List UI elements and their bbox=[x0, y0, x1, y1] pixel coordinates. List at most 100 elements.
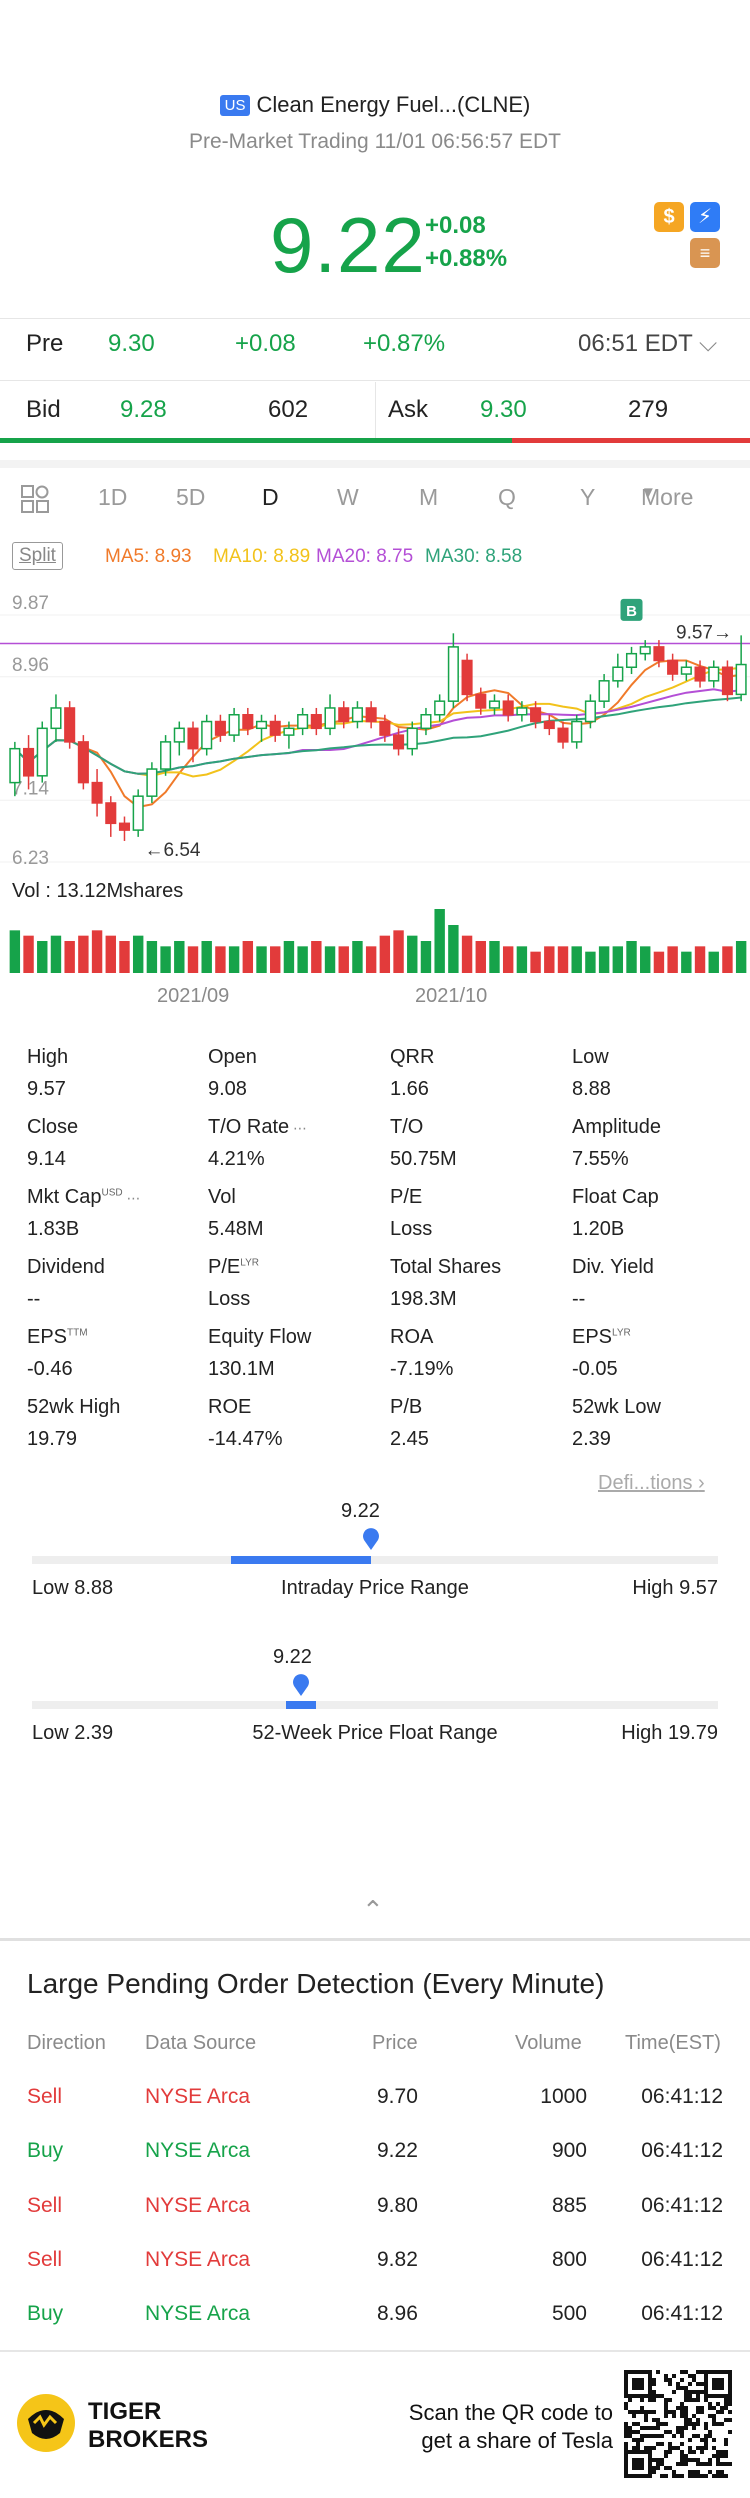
info-more-icon[interactable]: ⋯ bbox=[289, 1120, 308, 1136]
candlestick-chart[interactable]: 9.87 8.96 7.14 6.23 ←6.54 9.57→ B bbox=[0, 590, 750, 990]
stat-superscript: TTM bbox=[67, 1327, 88, 1339]
candle-body bbox=[50, 707, 62, 730]
volume-bar bbox=[174, 941, 185, 973]
qr-module bbox=[716, 2378, 720, 2382]
stat-value: -0.46 bbox=[27, 1358, 73, 1380]
qr-module bbox=[636, 2446, 640, 2450]
qr-module bbox=[636, 2474, 640, 2478]
qr-module bbox=[656, 2422, 660, 2426]
stat-value: 50.75M bbox=[390, 1148, 457, 1170]
pre-time[interactable]: 06:51 EDT ⌵ bbox=[578, 330, 718, 357]
qr-module bbox=[720, 2410, 724, 2414]
lightning-icon[interactable]: ⚡ bbox=[690, 202, 720, 232]
tab-q[interactable]: Q bbox=[498, 484, 516, 510]
qr-module bbox=[688, 2470, 692, 2474]
qr-module bbox=[712, 2378, 716, 2382]
volume-bar bbox=[324, 946, 336, 973]
qr-module bbox=[716, 2386, 720, 2390]
divider bbox=[0, 1938, 750, 1941]
tab-m[interactable]: M bbox=[419, 484, 439, 510]
qr-module bbox=[728, 2410, 732, 2414]
definitions-link[interactable]: Defi...tions › bbox=[598, 1472, 705, 1494]
qr-code[interactable] bbox=[624, 2370, 732, 2478]
volume-bar bbox=[667, 946, 678, 973]
qr-module bbox=[632, 2474, 636, 2478]
order-time: 06:41:12 bbox=[641, 2085, 723, 2108]
collapse-chevron-icon[interactable]: ⌃ bbox=[362, 1895, 384, 1925]
stat-label: Total Shares bbox=[390, 1256, 502, 1278]
volume-bar bbox=[420, 941, 432, 973]
volume-bar bbox=[50, 935, 62, 973]
qr-module bbox=[652, 2394, 656, 2398]
qr-module bbox=[648, 2374, 652, 2378]
stat-label: Vol bbox=[208, 1186, 236, 1208]
qr-module bbox=[720, 2450, 724, 2454]
volume-bar bbox=[283, 941, 295, 973]
order-time: 06:41:12 bbox=[641, 2194, 723, 2217]
volume-bar bbox=[694, 946, 706, 973]
candle-body bbox=[557, 727, 569, 743]
volume-bar bbox=[735, 941, 747, 973]
qr-module bbox=[688, 2458, 692, 2462]
qr-module bbox=[692, 2390, 696, 2394]
qr-module bbox=[704, 2374, 708, 2378]
stat-value: Loss bbox=[208, 1288, 251, 1310]
stat-value: 2.39 bbox=[572, 1428, 611, 1450]
qr-module bbox=[624, 2402, 628, 2406]
period-tabs: 1D 5D D W M Q Y More ▼ bbox=[0, 484, 750, 518]
qr-module bbox=[688, 2398, 692, 2402]
volume-bar bbox=[681, 951, 692, 973]
split-button[interactable]: Split bbox=[12, 542, 63, 570]
price-change: +0.08 bbox=[425, 212, 486, 239]
stat-label: ROA bbox=[390, 1326, 434, 1348]
qr-module bbox=[652, 2446, 656, 2450]
qr-module bbox=[712, 2438, 716, 2442]
qr-module bbox=[700, 2462, 704, 2466]
qr-module bbox=[632, 2462, 636, 2466]
tab-d[interactable]: D bbox=[262, 484, 279, 510]
stat-value: 7.55% bbox=[572, 1148, 629, 1170]
qr-module bbox=[636, 2466, 640, 2470]
qr-module bbox=[688, 2382, 692, 2386]
qr-module bbox=[628, 2370, 632, 2374]
qr-module bbox=[664, 2454, 668, 2458]
qr-module bbox=[636, 2462, 640, 2466]
qr-module bbox=[692, 2450, 696, 2454]
qr-module bbox=[712, 2454, 716, 2458]
qr-module bbox=[720, 2474, 724, 2478]
qr-module bbox=[640, 2410, 644, 2414]
volume-bar bbox=[585, 951, 596, 973]
volume-bar bbox=[215, 946, 226, 973]
tab-y[interactable]: Y bbox=[580, 484, 596, 510]
qr-module bbox=[680, 2406, 684, 2410]
qr-module bbox=[696, 2474, 700, 2478]
qr-module bbox=[696, 2394, 700, 2398]
info-more-icon[interactable]: ⋯ bbox=[122, 1190, 141, 1206]
volume-bar bbox=[571, 946, 582, 973]
tab-w[interactable]: W bbox=[337, 484, 359, 510]
dollar-icon[interactable]: $ bbox=[654, 202, 684, 232]
qr-module bbox=[688, 2446, 692, 2450]
candle-body bbox=[639, 646, 651, 655]
ma-line bbox=[14, 659, 742, 809]
stat-value: -- bbox=[572, 1288, 586, 1310]
qr-module bbox=[624, 2394, 628, 2398]
qr-module bbox=[640, 2434, 644, 2438]
candle-body bbox=[242, 714, 254, 730]
qr-module bbox=[700, 2382, 704, 2386]
qr-module bbox=[648, 2462, 652, 2466]
stat-label: Low bbox=[572, 1046, 609, 1068]
qr-module bbox=[680, 2434, 684, 2438]
qr-module bbox=[640, 2386, 644, 2390]
stack-icon[interactable]: ≡ bbox=[690, 238, 720, 268]
order-volume: 1000 bbox=[540, 2085, 587, 2108]
tab-1d[interactable]: 1D bbox=[98, 484, 128, 510]
stat-label: Amplitude bbox=[572, 1116, 661, 1138]
qr-module bbox=[664, 2474, 668, 2478]
volume-bar bbox=[105, 935, 116, 973]
qr-module bbox=[696, 2390, 700, 2394]
chevron-down-icon: ⌵ bbox=[698, 330, 718, 357]
layout-grid-icon[interactable] bbox=[20, 484, 50, 520]
tab-5d[interactable]: 5D bbox=[176, 484, 206, 510]
low-annotation: ←6.54 bbox=[144, 840, 200, 861]
